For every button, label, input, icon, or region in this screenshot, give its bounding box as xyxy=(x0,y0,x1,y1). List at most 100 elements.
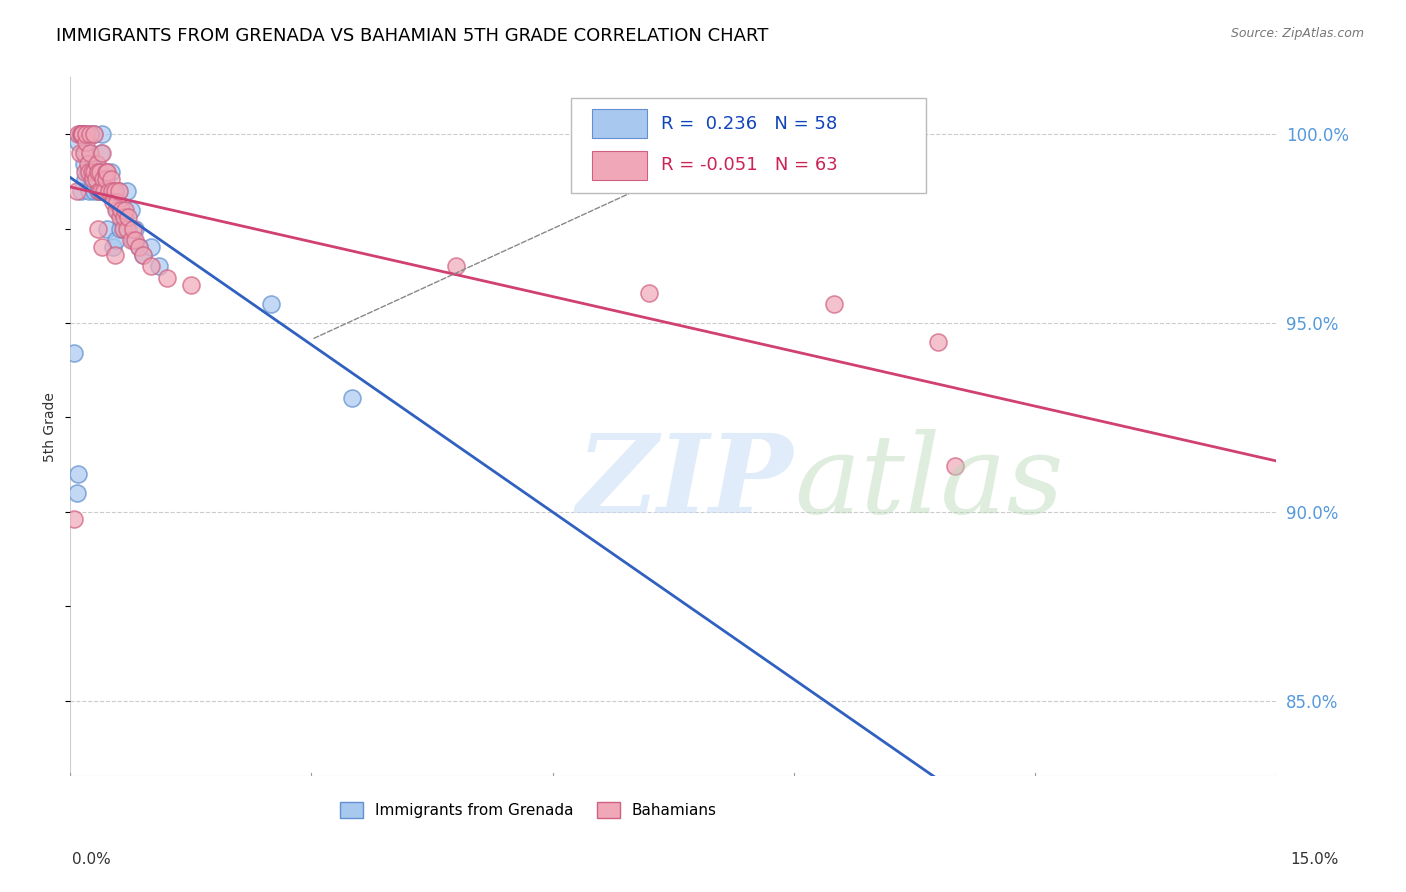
Point xyxy=(82,172,104,186)
Point xyxy=(93,184,115,198)
Point xyxy=(84,172,107,186)
Point xyxy=(105,202,128,217)
Text: atlas: atlas xyxy=(794,429,1063,536)
Point xyxy=(101,184,124,198)
Point xyxy=(340,392,363,406)
Point xyxy=(927,334,949,349)
Point xyxy=(67,467,90,481)
Point xyxy=(75,127,97,141)
Point xyxy=(72,127,94,141)
Point xyxy=(91,240,114,254)
Point xyxy=(94,165,117,179)
Point xyxy=(75,146,97,161)
Point xyxy=(110,210,132,224)
Text: IMMIGRANTS FROM GRENADA VS BAHAMIAN 5TH GRADE CORRELATION CHART: IMMIGRANTS FROM GRENADA VS BAHAMIAN 5TH … xyxy=(56,27,769,45)
Point xyxy=(139,240,162,254)
Point xyxy=(90,184,112,198)
Point xyxy=(107,184,129,198)
Point xyxy=(105,202,128,217)
Point xyxy=(100,172,122,186)
Point xyxy=(89,165,111,179)
Point xyxy=(75,127,97,141)
Point xyxy=(67,135,90,149)
Point xyxy=(108,221,131,235)
Point xyxy=(111,202,134,217)
Point xyxy=(63,512,86,526)
Point xyxy=(83,127,105,141)
Point xyxy=(86,172,108,186)
Point xyxy=(101,184,124,198)
Point xyxy=(97,184,120,198)
Point xyxy=(131,248,153,262)
Point xyxy=(114,202,136,217)
Point xyxy=(79,127,101,141)
Text: 15.0%: 15.0% xyxy=(1291,852,1339,867)
Point xyxy=(97,184,120,198)
Point xyxy=(69,127,91,141)
Point xyxy=(72,127,94,141)
Point xyxy=(83,184,105,198)
Point xyxy=(943,459,966,474)
Point xyxy=(148,260,170,274)
Point xyxy=(66,184,89,198)
FancyBboxPatch shape xyxy=(571,98,927,193)
Point xyxy=(80,172,103,186)
Point xyxy=(90,146,112,161)
Point xyxy=(77,165,100,179)
Point xyxy=(69,127,91,141)
Point xyxy=(96,172,118,186)
Point xyxy=(67,127,90,141)
Point xyxy=(63,346,86,360)
Point xyxy=(120,233,142,247)
Point xyxy=(72,127,94,141)
Point xyxy=(72,127,94,141)
Text: Source: ZipAtlas.com: Source: ZipAtlas.com xyxy=(1230,27,1364,40)
Point xyxy=(260,297,283,311)
Point xyxy=(117,221,139,235)
Text: 0.0%: 0.0% xyxy=(72,852,111,867)
Point xyxy=(115,221,138,235)
Point xyxy=(86,157,108,171)
Point xyxy=(79,146,101,161)
Point xyxy=(122,221,145,235)
Point xyxy=(108,210,131,224)
Point xyxy=(69,146,91,161)
Point xyxy=(124,221,146,235)
Point xyxy=(638,285,661,300)
Point xyxy=(87,165,110,179)
Point xyxy=(124,233,146,247)
Point xyxy=(73,172,96,186)
Point xyxy=(87,221,110,235)
Point xyxy=(101,195,124,210)
Text: R =  0.236   N = 58: R = 0.236 N = 58 xyxy=(661,114,838,133)
Point xyxy=(96,172,118,186)
Point xyxy=(91,172,114,186)
Point xyxy=(103,184,125,198)
Point xyxy=(73,146,96,161)
Point xyxy=(107,184,129,198)
Point xyxy=(80,165,103,179)
Point xyxy=(112,221,135,235)
Point xyxy=(91,127,114,141)
Point xyxy=(101,240,124,254)
Point xyxy=(131,248,153,262)
Point xyxy=(87,184,110,198)
Point xyxy=(75,135,97,149)
Point xyxy=(66,486,89,500)
Point xyxy=(120,202,142,217)
Point xyxy=(77,184,100,198)
Point xyxy=(73,157,96,171)
Point xyxy=(89,184,111,198)
Point xyxy=(69,127,91,141)
Point xyxy=(91,146,114,161)
Point xyxy=(444,260,467,274)
Point xyxy=(89,165,111,179)
Point xyxy=(79,146,101,161)
Point xyxy=(128,240,150,254)
Point xyxy=(73,165,96,179)
Point xyxy=(139,260,162,274)
Point xyxy=(84,157,107,171)
Point xyxy=(77,165,100,179)
Point xyxy=(83,127,105,141)
Point xyxy=(72,127,94,141)
